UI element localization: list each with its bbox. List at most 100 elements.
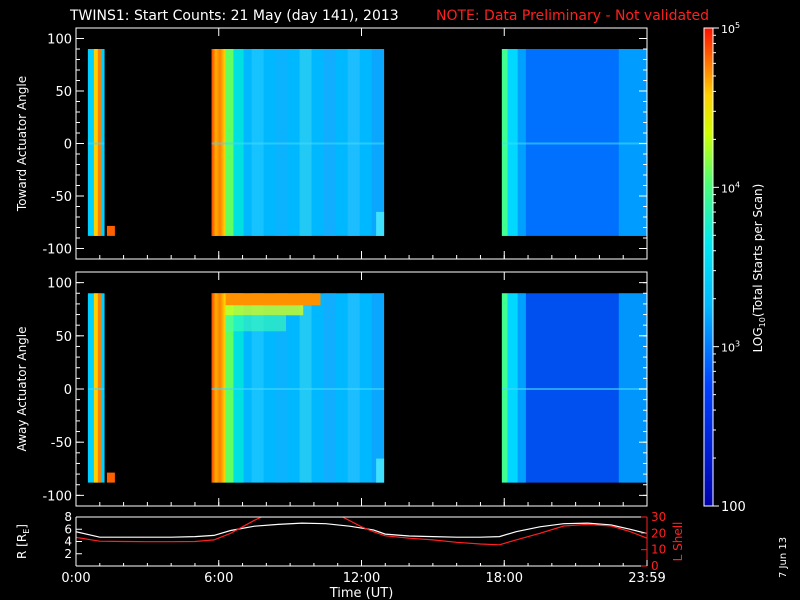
heatmap-block bbox=[211, 49, 385, 236]
heatmap-edge bbox=[501, 49, 508, 236]
heatmap-streak bbox=[106, 472, 115, 483]
heatmap-edge bbox=[233, 293, 244, 483]
tick-base: 10 bbox=[721, 23, 735, 36]
label-subscript: E bbox=[22, 529, 31, 534]
colorbar-tick-label: 105 bbox=[721, 21, 740, 36]
heatmap-zero-stripe bbox=[211, 142, 385, 145]
heatmap-streak bbox=[323, 49, 336, 236]
heatmap-hot-band bbox=[225, 315, 286, 332]
heatmap-edge bbox=[618, 49, 647, 236]
colorbar-gradient bbox=[704, 28, 713, 506]
radius-series-line bbox=[76, 522, 647, 538]
label-text: ] bbox=[15, 524, 29, 529]
label-subscript: 10 bbox=[758, 317, 767, 327]
tick-exponent: 5 bbox=[735, 21, 740, 30]
y-right-axis-label: L Shell bbox=[671, 522, 685, 562]
y-tick-label: -50 bbox=[51, 436, 72, 451]
away-heatmap-panel: 100 50 0 -50 -100 Away Actuator Angle bbox=[15, 271, 648, 507]
heatmap-zero-stripe bbox=[87, 388, 105, 390]
y-left-tick-label: 8 bbox=[64, 510, 72, 524]
heatmap-zero-stripe bbox=[501, 142, 647, 145]
label-text: (Total Starts per Scan) bbox=[751, 184, 765, 318]
heatmap-streak bbox=[93, 293, 98, 483]
colorbar-frame bbox=[703, 27, 714, 507]
heatmap-edge bbox=[225, 293, 234, 483]
heatmap-streak bbox=[371, 293, 384, 483]
heatmap-zero-stripe bbox=[501, 388, 647, 390]
heatmap-block bbox=[87, 293, 115, 483]
label-text: R [R bbox=[15, 534, 29, 559]
heatmap-block bbox=[501, 293, 647, 483]
y-right-tick-label: 30 bbox=[651, 510, 666, 524]
x-tick-label: 6:00 bbox=[204, 571, 233, 586]
heatmap-edge bbox=[225, 49, 234, 236]
heatmap-streak bbox=[97, 49, 101, 236]
y-axis-label: Away Actuator Angle bbox=[15, 326, 29, 451]
heatmap-edge bbox=[517, 49, 526, 236]
y-right-tick-label: 20 bbox=[651, 526, 666, 540]
heatmap-edge bbox=[211, 293, 226, 483]
heatmap-streak bbox=[106, 225, 115, 236]
y-right-tick-label: 10 bbox=[651, 543, 666, 557]
heatmap-block bbox=[211, 293, 385, 483]
y-tick-label: -100 bbox=[42, 243, 72, 258]
heatmap-edge bbox=[501, 293, 508, 483]
y-right-tick-label: 0 bbox=[651, 559, 659, 573]
preliminary-note: NOTE: Data Preliminary - Not validated bbox=[436, 8, 709, 24]
tick-base: 10 bbox=[721, 342, 735, 355]
heatmap-block bbox=[501, 49, 647, 236]
heatmap-zero-stripe bbox=[87, 142, 105, 145]
heatmap-edge bbox=[507, 293, 518, 483]
heatmap-edge bbox=[517, 293, 526, 483]
heatmap-streak bbox=[93, 49, 98, 236]
heatmap-zero-stripe bbox=[211, 388, 385, 390]
heatmap-hot-band bbox=[225, 293, 321, 306]
y-tick-label: 100 bbox=[47, 277, 72, 292]
tick-exponent: 4 bbox=[735, 180, 740, 189]
colorbar-tick-label: 100 bbox=[721, 500, 746, 515]
heatmap-block bbox=[87, 49, 115, 236]
heatmap-hot-band bbox=[225, 305, 304, 316]
heatmap-streak bbox=[323, 293, 336, 483]
tick-exponent: 3 bbox=[735, 340, 740, 349]
y-left-axis-label: R [RE] bbox=[15, 524, 31, 559]
heatmap-streak bbox=[275, 49, 288, 236]
y-tick-label: 100 bbox=[47, 33, 72, 48]
heatmap-streak bbox=[97, 293, 101, 483]
colorbar-label: LOG10(Total Starts per Scan) bbox=[751, 184, 767, 353]
y-tick-label: 0 bbox=[64, 138, 72, 153]
colorbar-tick-label: 103 bbox=[721, 340, 740, 355]
x-tick-label: 23:59 bbox=[628, 571, 665, 586]
heatmap-streak bbox=[376, 211, 385, 236]
tick-base: 10 bbox=[721, 182, 735, 195]
y-tick-label: -50 bbox=[51, 190, 72, 205]
x-tick-label: 0:00 bbox=[61, 571, 90, 586]
y-axis-label: Toward Actuator Angle bbox=[15, 76, 29, 212]
heatmap-streak bbox=[376, 458, 385, 483]
x-axis-label: Time (UT) bbox=[329, 586, 394, 600]
x-tick-label: 18:00 bbox=[486, 571, 523, 586]
heatmap-streak bbox=[347, 293, 360, 483]
heatmap-edge bbox=[233, 49, 244, 236]
heatmap-edge bbox=[618, 293, 647, 483]
y-tick-label: 50 bbox=[55, 330, 72, 345]
figure-title: TWINS1: Start Counts: 21 May (day 141), … bbox=[69, 8, 399, 24]
heatmap-streak bbox=[251, 293, 264, 483]
lshell-series-line bbox=[76, 517, 647, 546]
y-tick-label: 0 bbox=[64, 383, 72, 398]
heatmap-streak bbox=[275, 293, 288, 483]
y-tick-label: -100 bbox=[42, 489, 72, 504]
label-text: LOG bbox=[751, 327, 765, 352]
colorbar-tick-label: 104 bbox=[721, 180, 740, 195]
y-left-tick-label: 6 bbox=[64, 522, 72, 536]
heatmap-edge bbox=[507, 49, 518, 236]
heatmap-edge bbox=[211, 49, 226, 236]
date-stamp: 7 Jun 13 bbox=[778, 537, 789, 578]
heatmap-streak bbox=[299, 293, 312, 483]
y-left-tick-label: 4 bbox=[64, 535, 72, 549]
y-tick-label: 50 bbox=[55, 85, 72, 100]
y-left-tick-label: 2 bbox=[64, 547, 72, 561]
toward-heatmap-panel: 100 50 0 -50 -100 Toward Actuator Angle bbox=[15, 27, 648, 260]
